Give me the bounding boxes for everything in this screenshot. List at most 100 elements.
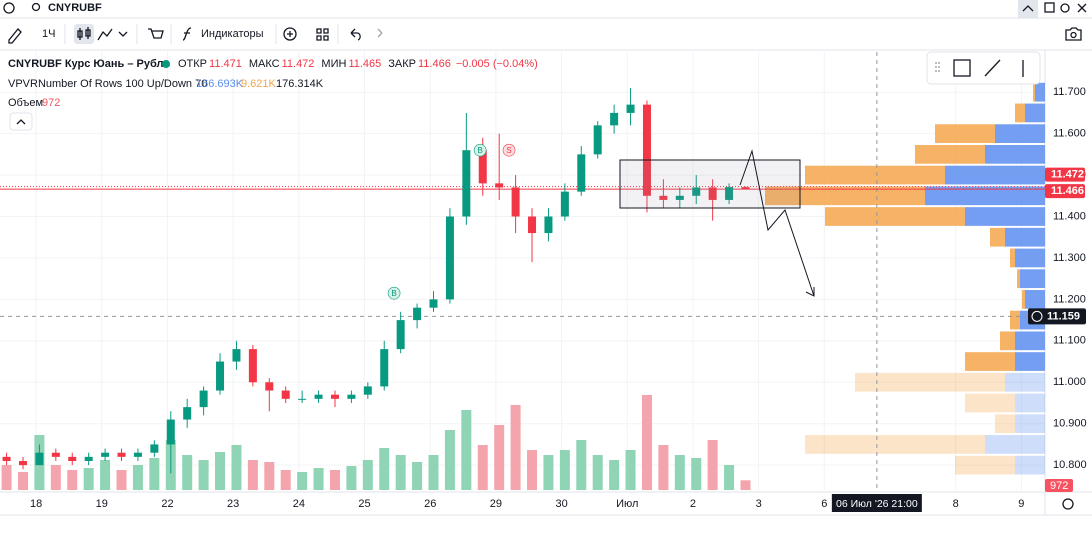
- x-tick-label: 22: [161, 498, 173, 510]
- ohlc-value: 11.466: [418, 58, 451, 70]
- profile-up-bar: [985, 144, 1045, 164]
- candle-body: [216, 361, 225, 391]
- redo-icon[interactable]: [377, 28, 383, 38]
- candle-body: [593, 125, 602, 155]
- candle-body: [560, 191, 569, 217]
- candle-body: [478, 150, 487, 184]
- y-tick-label: 11.200: [1053, 293, 1086, 305]
- candle-body: [675, 195, 684, 200]
- volume-bar: [641, 395, 652, 490]
- y-tick-label: 11.600: [1053, 128, 1086, 140]
- volume-bar: [132, 465, 143, 490]
- volume-bar: [395, 455, 406, 490]
- profile-up-bar: [1005, 227, 1045, 247]
- volume-bar: [50, 465, 61, 490]
- profile-up-bar: [995, 124, 1045, 143]
- search-icon[interactable]: [31, 2, 41, 12]
- candle-body: [495, 183, 504, 188]
- candle-body: [166, 419, 175, 445]
- line-tool[interactable]: [984, 59, 1001, 77]
- interval-button[interactable]: 1Ч: [42, 28, 55, 40]
- candle-body: [692, 187, 701, 196]
- window-icon[interactable]: [1044, 2, 1055, 13]
- collapse-button[interactable]: [1018, 0, 1038, 18]
- candle-body: [445, 216, 454, 300]
- candle-body: [265, 382, 274, 391]
- profile-up-bar: [1015, 455, 1045, 475]
- collapse-legend-button[interactable]: [9, 112, 33, 131]
- volume-bar: [83, 468, 94, 490]
- volume-bar: [100, 460, 111, 490]
- volume-bar: [527, 450, 538, 490]
- volume-bar: [280, 470, 291, 490]
- add-tab-icon[interactable]: [3, 2, 15, 14]
- candle-body: [413, 307, 422, 321]
- rectangle-tool[interactable]: [953, 59, 971, 77]
- layout-icon[interactable]: [316, 28, 329, 41]
- profile-up-bar: [1015, 393, 1045, 413]
- candle-body: [117, 452, 126, 457]
- axis-settings-icon[interactable]: [1062, 498, 1074, 510]
- candle-body: [626, 104, 635, 113]
- volume-bar: [231, 445, 242, 490]
- last-price-label: 11.466: [1051, 185, 1084, 197]
- last-price-label-box: [1045, 184, 1085, 199]
- symbol-search[interactable]: CNYRUBF: [48, 2, 102, 14]
- cart-icon[interactable]: [148, 28, 164, 39]
- change-value: −0.005 (−0.04%): [456, 58, 538, 70]
- profile-up-bar: [1005, 372, 1045, 392]
- y-tick-label: 11.700: [1053, 86, 1086, 98]
- signal-label: S: [506, 146, 511, 155]
- candle-body: [725, 187, 734, 200]
- add-icon-plus: [287, 31, 293, 37]
- volume-bar: [674, 455, 685, 490]
- arrow-head: [805, 287, 815, 297]
- candle-body: [183, 407, 192, 420]
- close-icon[interactable]: [1077, 3, 1087, 13]
- volume-bar: [707, 440, 718, 490]
- high-price-label: 11.472: [1051, 169, 1084, 181]
- path-drawing[interactable]: [739, 149, 815, 297]
- profile-up-bar: [1020, 269, 1045, 289]
- candle-body: [232, 349, 241, 362]
- crosshair-time: 06 Июл '26 21:00: [836, 498, 918, 510]
- y-tick-label: 11.100: [1053, 335, 1086, 347]
- profile-down-bar: [1010, 310, 1020, 330]
- undo-icon[interactable]: [350, 28, 361, 41]
- profile-up-bar: [1015, 414, 1045, 434]
- settings-icon[interactable]: [1060, 3, 1070, 13]
- candle-type-button[interactable]: [74, 24, 94, 44]
- volume-bar: [329, 470, 340, 490]
- candle-body: [462, 150, 471, 217]
- y-tick-label: 10.900: [1053, 418, 1087, 430]
- snapshot-icon[interactable]: [1065, 27, 1082, 41]
- add-alert-icon[interactable]: [1031, 310, 1043, 322]
- volume-bar: [247, 460, 258, 490]
- candle-body: [248, 349, 257, 383]
- profile-up-bar: [1015, 331, 1045, 351]
- profile-up-bar: [1025, 103, 1045, 123]
- x-tick-label: 9: [1018, 498, 1024, 510]
- volume-bar: [149, 458, 160, 490]
- drag-handle[interactable]: [935, 62, 940, 74]
- indicators-button[interactable]: Индикаторы: [201, 28, 264, 40]
- draw-icon[interactable]: [8, 28, 22, 44]
- x-tick-label: 3: [756, 498, 762, 510]
- candle-body: [659, 195, 668, 200]
- dropdown-icon[interactable]: [118, 31, 128, 37]
- volume-bar: [559, 450, 570, 490]
- ohlc-value: 11.472: [282, 58, 315, 70]
- x-tick-label: 6: [821, 498, 827, 510]
- volume-axis-label: 972: [1050, 480, 1068, 492]
- y-tick-label: 11.300: [1053, 252, 1086, 264]
- volume-bar: [609, 460, 620, 490]
- profile-down-bar: [965, 393, 1015, 413]
- volume-value: 972: [42, 97, 60, 109]
- add-icon[interactable]: [283, 27, 297, 41]
- chart-type-icon[interactable]: [97, 28, 113, 41]
- signal-marker: [387, 286, 401, 300]
- rectangle-drawing[interactable]: [619, 159, 801, 209]
- candle-body: [2, 456, 11, 461]
- volume-label: Объем: [8, 97, 43, 109]
